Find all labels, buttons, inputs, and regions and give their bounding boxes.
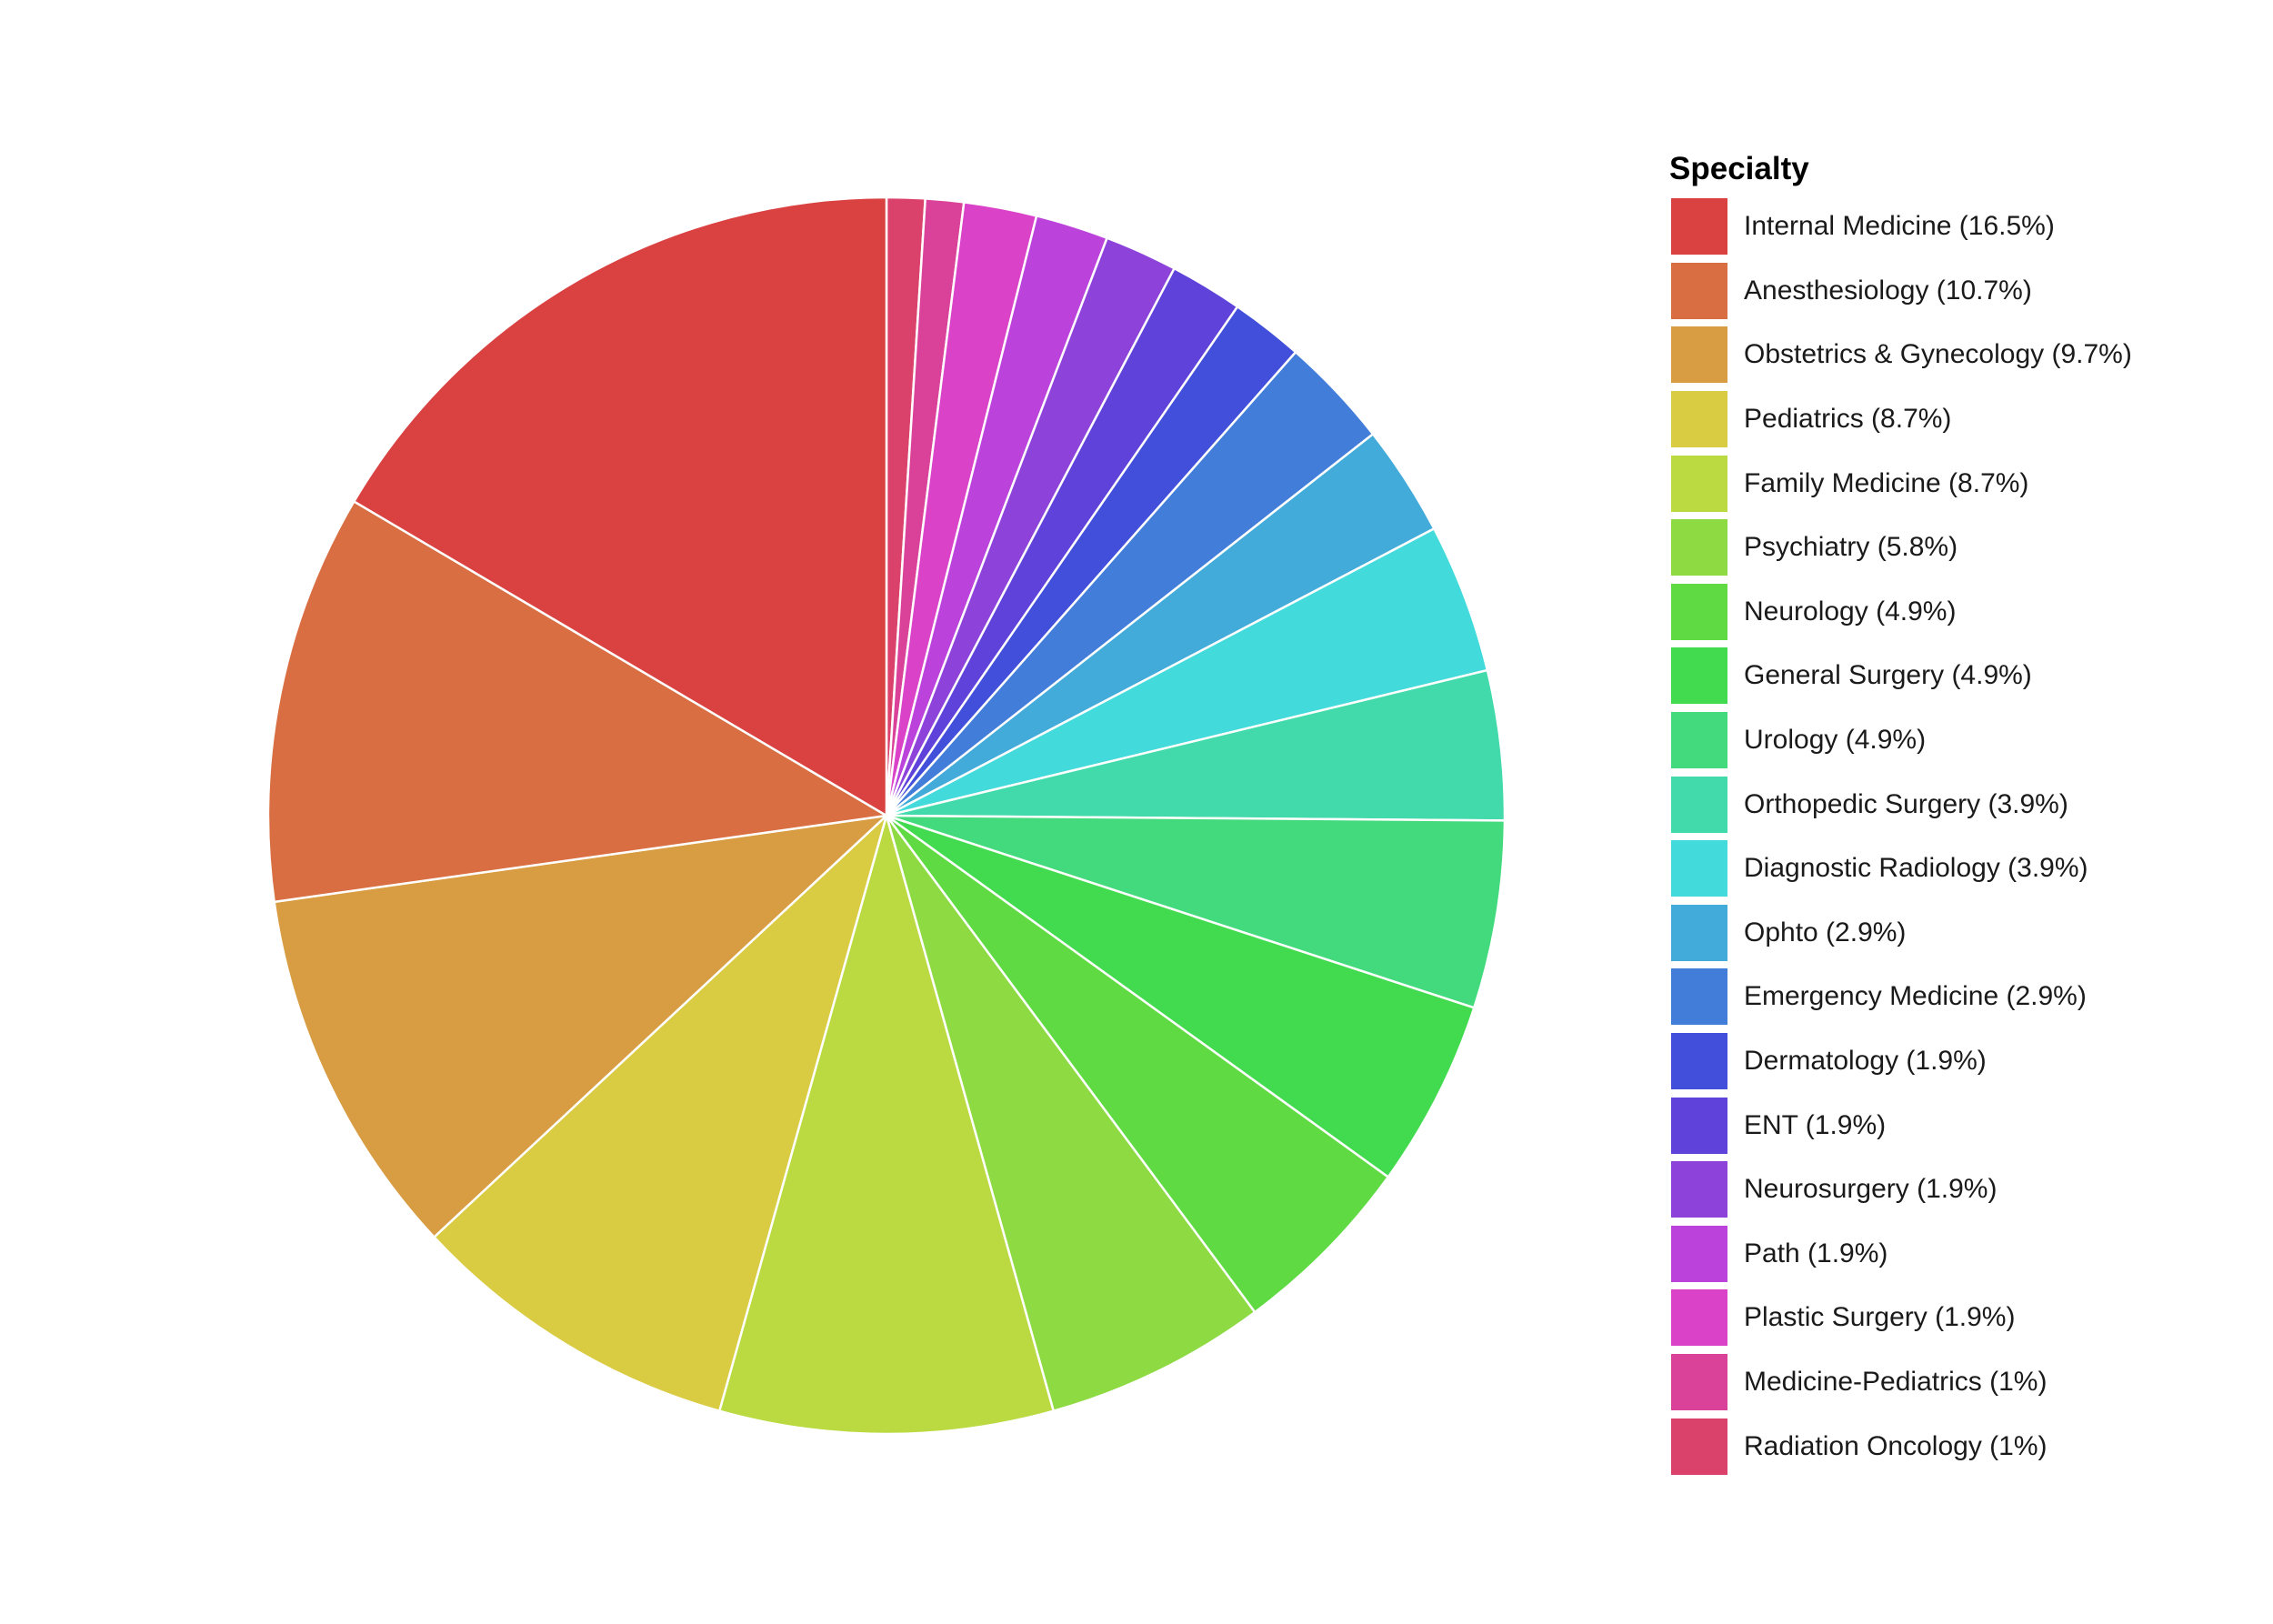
legend-label: Dermatology (1.9%): [1744, 1046, 1987, 1077]
pie-slice-general-surgery: [886, 814, 1476, 1179]
legend-item: Orthopedic Surgery (3.9%): [1669, 772, 2251, 837]
legend-swatch: [1669, 646, 1729, 707]
legend-label: Neurosurgery (1.9%): [1744, 1174, 1998, 1205]
legend-item: Family Medicine (8.7%): [1669, 451, 2251, 516]
legend-item: ENT (1.9%): [1669, 1093, 2251, 1158]
legend-swatch: [1669, 1031, 1729, 1092]
legend-swatch: [1669, 967, 1729, 1028]
legend-item: Medicine-Pediatrics (1%): [1669, 1350, 2251, 1415]
legend-item: Psychiatry (5.8%): [1669, 516, 2251, 580]
legend-item: Path (1.9%): [1669, 1222, 2251, 1287]
legend-label: Plastic Surgery (1.9%): [1744, 1302, 2016, 1333]
legend-swatch: [1669, 902, 1729, 963]
legend-label: Urology (4.9%): [1744, 725, 1927, 756]
legend-label: Internal Medicine (16.5%): [1744, 211, 2055, 242]
legend-item: Internal Medicine (16.5%): [1669, 195, 2251, 259]
legend-swatch: [1669, 1351, 1729, 1412]
legend-item: Emergency Medicine (2.9%): [1669, 965, 2251, 1029]
legend-swatch: [1669, 838, 1729, 899]
legend-label: Diagnostic Radiology (3.9%): [1744, 853, 2088, 884]
pie-slice-internal-medicine: [352, 195, 888, 818]
legend-swatch: [1669, 325, 1729, 386]
legend-item: Plastic Surgery (1.9%): [1669, 1286, 2251, 1350]
pie-slice-neurology: [885, 814, 1390, 1314]
legend-item: Obstetrics & Gynecology (9.7%): [1669, 323, 2251, 387]
legend-swatch: [1669, 1288, 1729, 1348]
legend-item: Pediatrics (8.7%): [1669, 387, 2251, 452]
legend-label: General Surgery (4.9%): [1744, 660, 2032, 691]
legend-item: Urology (4.9%): [1669, 708, 2251, 773]
legend-label: Orthopedic Surgery (3.9%): [1744, 788, 2068, 819]
pie-slice-anesthesiology: [266, 499, 890, 904]
legend-item: Dermatology (1.9%): [1669, 1029, 2251, 1094]
legend-label: Path (1.9%): [1744, 1238, 1888, 1268]
legend-items: Internal Medicine (16.5%) Anesthesiology …: [1669, 195, 2251, 1479]
legend-swatch: [1669, 581, 1729, 642]
legend-swatch: [1669, 453, 1729, 514]
legend-label: Neurology (4.9%): [1744, 596, 1957, 627]
legend-label: Ophto (2.9%): [1744, 917, 1907, 947]
pie-slice-family-medicine: [717, 811, 1056, 1436]
legend-swatch: [1669, 710, 1729, 771]
legend-swatch: [1669, 1416, 1729, 1477]
legend-item: General Surgery (4.9%): [1669, 644, 2251, 708]
legend-swatch: [1669, 1095, 1729, 1156]
legend-swatch: [1669, 260, 1729, 321]
legend-label: Pediatrics (8.7%): [1744, 404, 1952, 435]
pie-slices: [266, 195, 1507, 1436]
pie-slice-pediatrics: [432, 812, 889, 1413]
pie-slice-urology: [886, 814, 1507, 1009]
legend-title: Specialty: [1669, 151, 1809, 186]
legend-item: Anesthesiology (10.7%): [1669, 259, 2251, 324]
legend-label: Family Medicine (8.7%): [1744, 467, 2029, 498]
legend-label: Medicine-Pediatrics (1%): [1744, 1366, 2048, 1397]
legend-swatch: [1669, 389, 1729, 450]
legend-swatch: [1669, 517, 1729, 578]
legend-item: Ophto (2.9%): [1669, 901, 2251, 966]
legend-swatch: [1669, 1159, 1729, 1220]
legend-item: Radiation Oncology (1%): [1669, 1414, 2251, 1479]
legend-label: Radiation Oncology (1%): [1744, 1430, 2048, 1461]
legend-label: Anesthesiology (10.7%): [1744, 275, 2032, 306]
legend-item: Neurosurgery (1.9%): [1669, 1158, 2251, 1222]
legend-label: ENT (1.9%): [1744, 1109, 1887, 1140]
pie-slice-psychiatry: [885, 815, 1257, 1413]
legend-item: Neurology (4.9%): [1669, 580, 2251, 645]
pie-slice-obstetrics-gynecology: [273, 814, 890, 1239]
legend-label: Obstetrics & Gynecology (9.7%): [1744, 339, 2132, 370]
legend-item: Diagnostic Radiology (3.9%): [1669, 837, 2251, 901]
legend-label: Psychiatry (5.8%): [1744, 532, 1958, 563]
legend-swatch: [1669, 196, 1729, 257]
legend: Specialty Internal Medicine (16.5%) Anest…: [1669, 147, 2251, 1479]
legend-swatch: [1669, 774, 1729, 835]
legend-label: Emergency Medicine (2.9%): [1744, 981, 2087, 1012]
legend-swatch: [1669, 1223, 1729, 1284]
